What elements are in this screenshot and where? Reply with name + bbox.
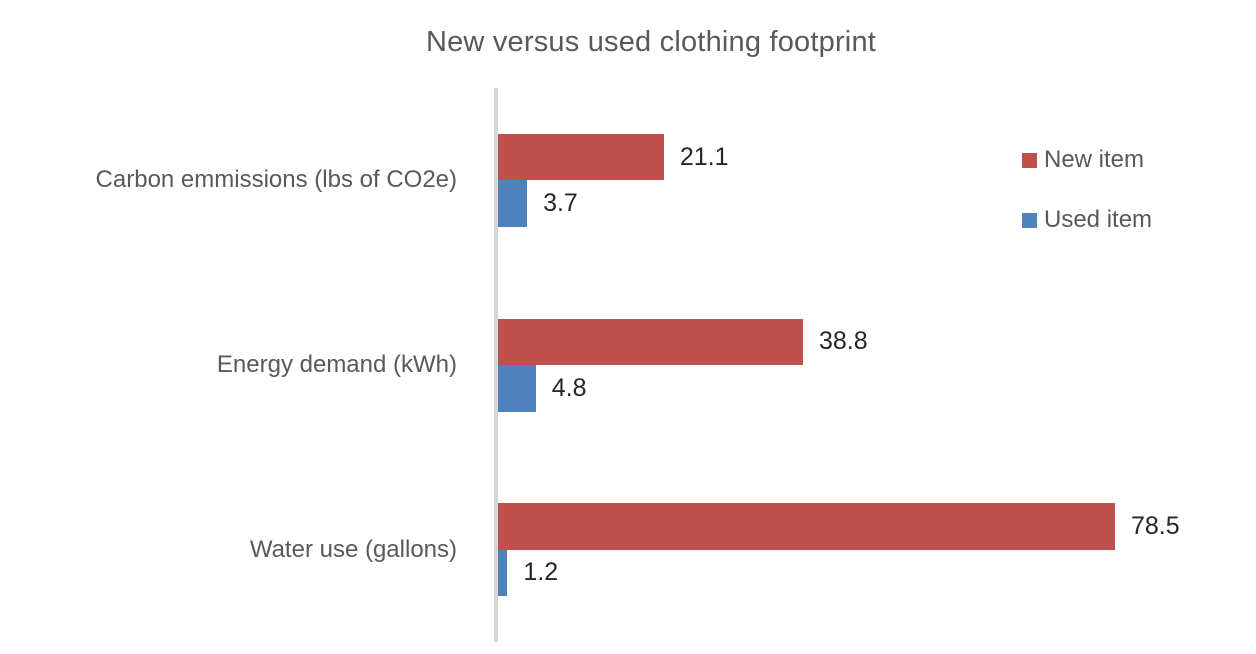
plot-area: Carbon emmissions (lbs of CO2e) 21.1 3.7… [0,88,1256,642]
legend-item-new: New item [1022,146,1152,174]
value-label-used: 1.2 [523,558,559,587]
legend-swatch-used [1022,212,1037,228]
bar-new-item [498,318,803,366]
bar-used-item [498,365,536,412]
category-label: Water use (gallons) [249,535,457,563]
legend-swatch-new [1022,152,1037,168]
value-axis-line [494,88,498,642]
bar-pair: 78.5 1.2 [498,457,1180,642]
legend-label-used: Used item [1044,206,1153,233]
legend: New item Used item [1022,146,1152,266]
category-group-water: Water use (gallons) 78.5 1.2 [0,457,1256,642]
category-group-carbon: Carbon emmissions (lbs of CO2e) 21.1 3.7 [0,88,1256,273]
value-label-new: 21.1 [679,142,729,171]
category-label: Energy demand (kWh) [216,351,457,379]
value-label-new: 78.5 [1131,511,1180,540]
value-label-used: 3.7 [543,189,578,218]
bar-used-item [498,549,508,597]
value-label-new: 38.8 [818,327,868,356]
category-group-energy: Energy demand (kWh) 38.8 4.8 [0,273,1256,458]
category-label: Carbon emmissions (lbs of CO2e) [95,166,457,194]
legend-item-used: Used item [1022,206,1152,234]
bar-pair: 21.1 3.7 [498,88,729,273]
bar-new-item [498,133,664,181]
value-label-used: 4.8 [551,373,587,402]
chart-title: New versus used clothing footprint [425,26,877,58]
bar-pair: 38.8 4.8 [498,273,868,458]
legend-label-new: New item [1044,146,1145,173]
bar-new-item [498,503,1115,550]
bar-used-item [498,180,528,227]
